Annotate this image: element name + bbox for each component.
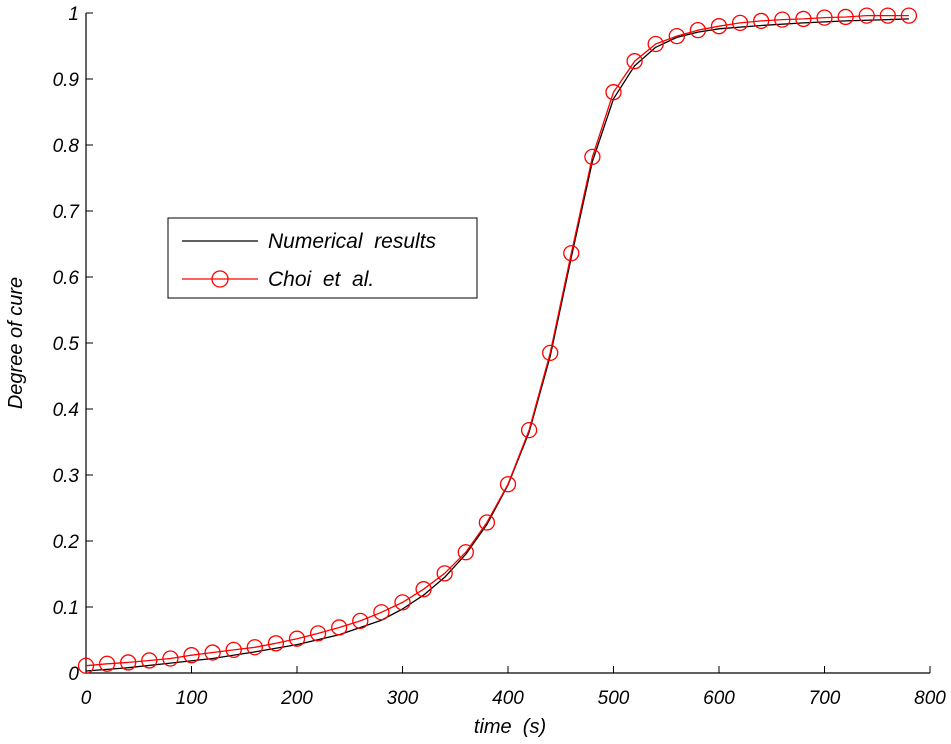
data-point-choi-et-al xyxy=(331,619,348,636)
y-tick-label: 0.9 xyxy=(53,70,80,91)
data-point-choi-et-al xyxy=(774,11,791,28)
axes xyxy=(85,13,930,674)
series-line-numerical-results xyxy=(85,18,909,672)
data-point-choi-et-al xyxy=(879,7,896,24)
data-point-choi-et-al xyxy=(647,35,664,53)
y-tick-label: 0.1 xyxy=(53,598,79,619)
data-point-choi-et-al xyxy=(542,344,559,362)
data-point-choi-et-al xyxy=(436,565,453,582)
data-point-choi-et-al xyxy=(626,53,643,70)
data-point-choi-et-al xyxy=(457,544,474,561)
y-tick-label: 0.8 xyxy=(53,136,80,157)
y-tick-label: 0.7 xyxy=(53,202,81,223)
x-tick-label: 200 xyxy=(280,688,313,709)
series-numerical-results xyxy=(85,18,909,672)
data-point-choi-et-al xyxy=(141,652,158,669)
series-choi-et-al xyxy=(77,7,918,674)
data-point-choi-et-al xyxy=(689,22,707,39)
x-axis-title: time (s) xyxy=(474,716,546,738)
data-point-choi-et-al xyxy=(267,635,285,652)
data-point-choi-et-al xyxy=(710,18,728,35)
data-point-choi-et-al xyxy=(288,630,306,647)
legend: Numerical results Choi et al. xyxy=(167,217,478,299)
data-point-choi-et-al xyxy=(731,14,749,32)
y-tick-label: 0.6 xyxy=(53,268,80,289)
data-point-choi-et-al xyxy=(309,625,327,642)
data-point-choi-et-al xyxy=(605,84,622,101)
y-tick-label: 1 xyxy=(68,4,79,25)
data-point-choi-et-al xyxy=(584,148,601,166)
x-tick-label: 700 xyxy=(809,688,841,709)
data-point-choi-et-al xyxy=(246,639,263,656)
legend-box xyxy=(167,217,478,299)
data-point-choi-et-al xyxy=(120,654,137,671)
data-point-choi-et-al xyxy=(816,9,833,26)
x-tick-label: 100 xyxy=(176,688,208,709)
data-point-choi-et-al xyxy=(225,641,242,659)
y-tick-label: 0.3 xyxy=(53,466,80,487)
y-tick-label: 0.4 xyxy=(53,400,79,421)
data-point-choi-et-al xyxy=(352,612,369,630)
x-axis-ticks: 0 100 200 300 400 500 600 700 800 xyxy=(81,666,946,709)
series-layer xyxy=(77,7,918,674)
data-point-choi-et-al xyxy=(373,604,390,621)
data-point-choi-et-al xyxy=(795,10,812,28)
y-tick-label: 0.2 xyxy=(53,532,80,553)
data-point-choi-et-al xyxy=(478,514,496,531)
data-point-choi-et-al xyxy=(204,644,221,661)
y-tick-label: 0.5 xyxy=(53,334,80,355)
data-point-choi-et-al xyxy=(183,647,200,664)
data-point-choi-et-al xyxy=(499,476,517,493)
data-point-choi-et-al xyxy=(837,8,854,26)
data-point-choi-et-al xyxy=(900,7,918,24)
data-point-choi-et-al xyxy=(520,421,538,439)
x-tick-label: 600 xyxy=(703,688,735,709)
data-point-choi-et-al xyxy=(162,650,179,667)
x-tick-label: 300 xyxy=(387,688,419,709)
data-point-choi-et-al xyxy=(858,7,875,24)
data-point-choi-et-al xyxy=(563,245,580,262)
data-point-choi-et-al xyxy=(668,27,685,45)
x-tick-label: 800 xyxy=(914,688,946,709)
y-axis-title: Degree of cure xyxy=(5,277,27,409)
x-tick-label: 0 xyxy=(81,688,92,709)
series-line-choi-et-al xyxy=(85,14,909,667)
legend-label-choi: Choi et al. xyxy=(268,268,374,291)
data-point-choi-et-al xyxy=(753,12,770,30)
x-tick-label: 400 xyxy=(492,688,524,709)
x-tick-label: 500 xyxy=(598,688,630,709)
data-point-choi-et-al xyxy=(415,581,432,598)
data-point-choi-et-al xyxy=(98,655,116,672)
legend-label-numerical: Numerical results xyxy=(268,230,437,253)
data-point-choi-et-al xyxy=(394,594,411,611)
y-tick-label: 0 xyxy=(68,664,79,685)
legend-marker-choi xyxy=(211,270,229,288)
y-axis-ticks: 0 0.1 0.2 0.3 0.4 0.5 0.6 0.7 0.8 0.9 1 xyxy=(53,4,93,685)
data-point-choi-et-al xyxy=(77,657,95,674)
